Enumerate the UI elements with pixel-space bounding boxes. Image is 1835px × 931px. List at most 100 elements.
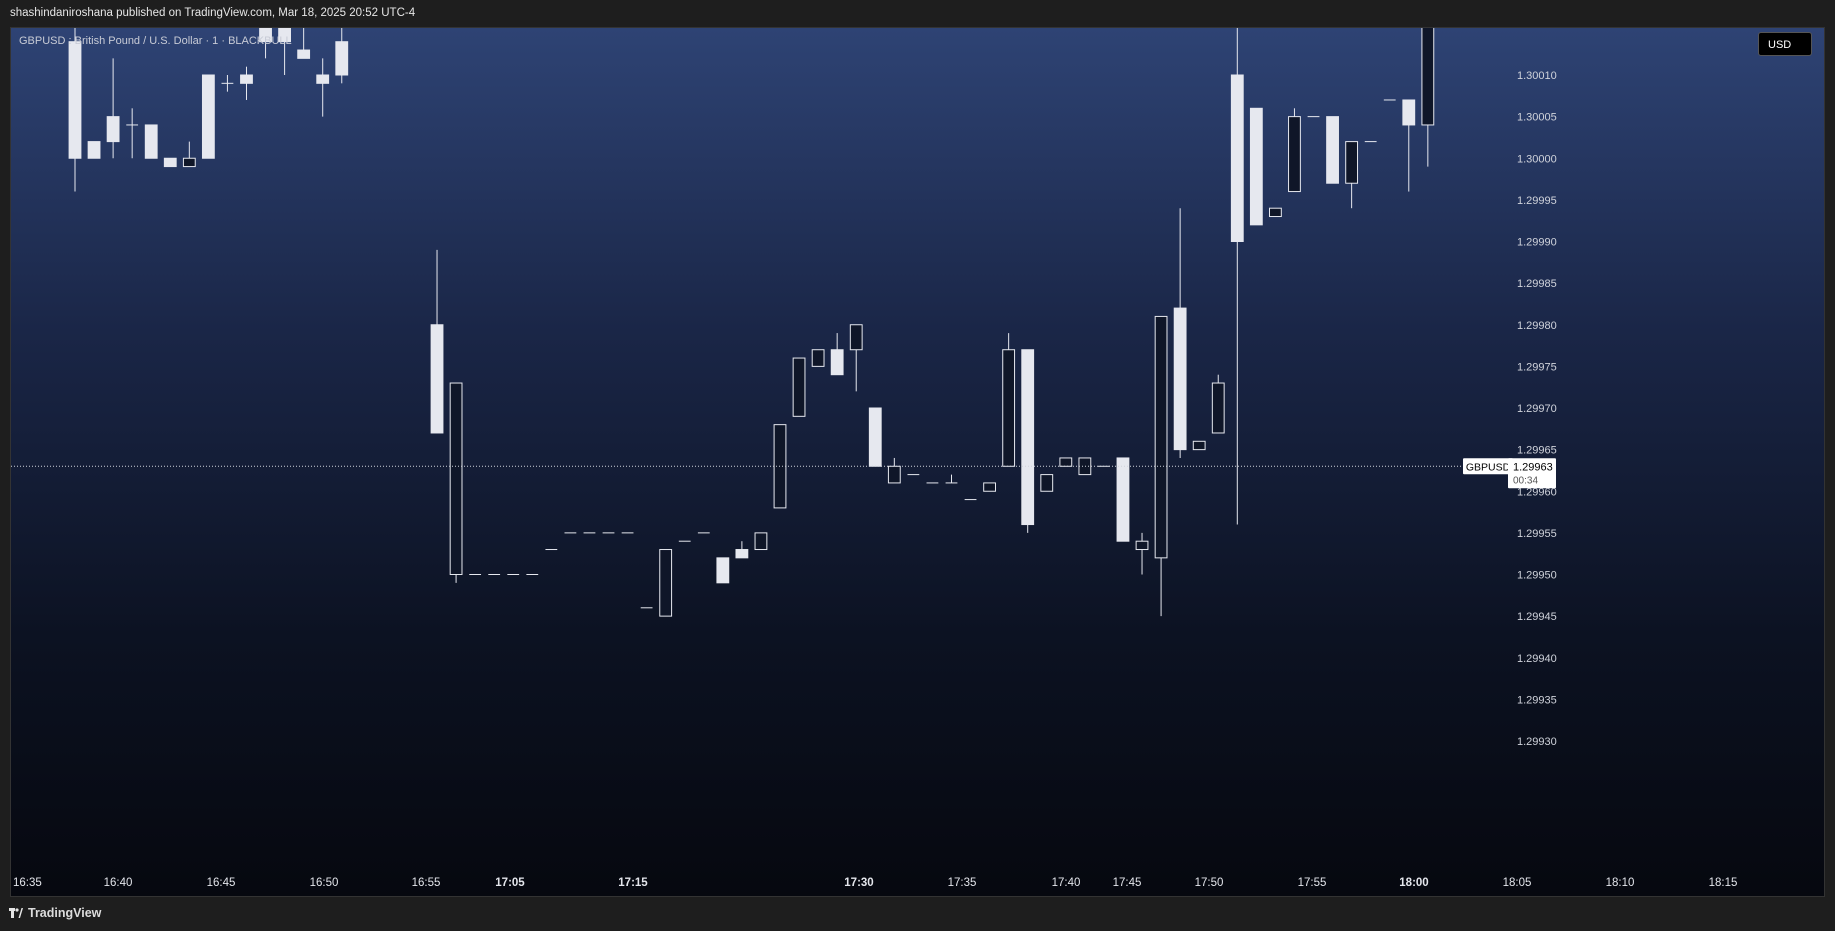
candle xyxy=(182,141,196,168)
candle xyxy=(659,549,673,617)
price-tick-label: 1.29995 xyxy=(1517,195,1557,207)
candle-body-down xyxy=(983,482,997,492)
candle-body-down xyxy=(1078,457,1092,476)
candle xyxy=(1135,532,1149,575)
candle xyxy=(868,407,882,467)
publish-info-bar: shashindaniroshana published on TradingV… xyxy=(0,0,1835,27)
candle-body-down xyxy=(811,349,825,367)
candle-body-up xyxy=(144,124,158,159)
candle-body-down xyxy=(1288,116,1301,193)
candle xyxy=(278,28,292,75)
price-tick-label: 1.29960 xyxy=(1517,486,1557,498)
candle xyxy=(68,28,82,192)
candle-body-down xyxy=(1421,28,1435,126)
candle xyxy=(430,249,444,434)
time-tick-label: 17:55 xyxy=(1298,877,1327,889)
candle xyxy=(887,457,901,484)
candle-body-down xyxy=(792,357,806,417)
symbol-label[interactable]: GBPUSD : British Pound / U.S. Dollar · 1… xyxy=(19,35,292,47)
candle xyxy=(144,124,158,159)
candle xyxy=(1211,374,1225,434)
price-axis: 1.30010 1.30005 1.30000 1.29995 1.29990 1.299… xyxy=(1517,70,1557,748)
candle-body-up xyxy=(868,407,882,467)
candle xyxy=(1059,457,1073,467)
candle xyxy=(1116,457,1130,542)
symbol-badge-text: GBPUSD xyxy=(1466,461,1511,473)
candle-body-up xyxy=(68,41,82,159)
candle xyxy=(259,28,272,59)
price-tick-label: 1.29965 xyxy=(1517,445,1557,457)
candle-body-up xyxy=(259,28,272,43)
candle-body-down xyxy=(1211,382,1225,434)
plot-area xyxy=(11,28,1501,617)
candle xyxy=(735,541,749,559)
candle-body-up xyxy=(201,74,215,159)
candle-body-up xyxy=(163,157,177,168)
candlestick-chart[interactable]: 1.30010 1.30005 1.30000 1.29995 1.29990 1.299… xyxy=(11,28,1825,897)
time-tick-label: 16:35 xyxy=(13,877,42,889)
candle xyxy=(983,482,997,492)
candle-body-down xyxy=(659,549,673,617)
candle-body-up xyxy=(1402,99,1416,126)
candle xyxy=(1288,108,1301,193)
time-tick-label: 16:40 xyxy=(104,877,133,889)
candle xyxy=(1268,207,1282,218)
candle xyxy=(201,74,215,159)
price-tick-label: 1.30005 xyxy=(1517,112,1557,124)
candle-body-down xyxy=(1002,349,1016,467)
candle xyxy=(163,157,177,168)
time-tick-label: 17:40 xyxy=(1052,877,1081,889)
candle-body-up xyxy=(1326,116,1339,184)
candle-body-down xyxy=(849,324,863,351)
time-tick-label: 18:05 xyxy=(1503,877,1532,889)
candle-body-up xyxy=(1173,307,1187,451)
last-price-badge xyxy=(1508,458,1556,489)
price-tick-label: 1.29950 xyxy=(1517,570,1557,582)
candle xyxy=(1040,474,1054,492)
candle xyxy=(106,58,120,159)
time-axis: 16:35 16:40 16:45 16:50 16:55 17:05 17:15 17:30… xyxy=(13,877,1737,889)
candle-countdown: 00:34 xyxy=(1513,475,1538,486)
candle-body-down xyxy=(887,465,901,484)
time-tick-label: 18:00 xyxy=(1399,877,1428,889)
candle-body-up xyxy=(1230,74,1244,242)
candle xyxy=(1421,28,1435,167)
candle-body-down xyxy=(1059,457,1073,467)
chart-area[interactable]: GBPUSD : British Pound / U.S. Dollar · 1… xyxy=(10,27,1825,897)
price-tick-label: 1.30010 xyxy=(1517,70,1557,82)
candle xyxy=(126,108,139,159)
candle xyxy=(1345,141,1359,209)
candle xyxy=(754,532,768,551)
candle xyxy=(1249,107,1263,226)
tradingview-brand[interactable]: TradingView xyxy=(28,906,102,920)
price-tick-label: 1.29970 xyxy=(1517,403,1557,415)
candle-body-up xyxy=(335,41,349,76)
candle-body-down xyxy=(1192,440,1206,451)
candle xyxy=(1021,349,1035,533)
candle-body-down xyxy=(182,157,196,168)
time-tick-label: 17:30 xyxy=(844,877,873,889)
candle-body-down xyxy=(1135,540,1149,551)
candle-body-down xyxy=(754,532,768,551)
currency-button[interactable]: USD xyxy=(1758,32,1812,56)
tradingview-logo-icon[interactable] xyxy=(9,907,23,919)
price-tick-label: 1.29940 xyxy=(1517,653,1557,665)
price-tick-label: 1.29930 xyxy=(1517,736,1557,748)
price-tick-label: 1.29990 xyxy=(1517,237,1557,249)
time-tick-label: 17:35 xyxy=(948,877,977,889)
candle xyxy=(1326,116,1339,184)
candle-body-up xyxy=(830,349,844,376)
price-tick-label: 1.29980 xyxy=(1517,320,1557,332)
price-tick-label: 1.29985 xyxy=(1517,278,1557,290)
price-tick-label: 1.29945 xyxy=(1517,611,1557,623)
time-tick-label: 18:10 xyxy=(1606,877,1635,889)
footer: TradingView xyxy=(0,897,1835,931)
candle-body-up xyxy=(297,49,311,59)
price-tick-label: 1.29935 xyxy=(1517,694,1557,706)
candle xyxy=(297,28,311,59)
candle xyxy=(1002,333,1016,467)
time-tick-label: 18:15 xyxy=(1709,877,1738,889)
time-tick-label: 17:05 xyxy=(495,877,525,889)
candle-body-down xyxy=(1345,141,1359,184)
time-tick-label: 17:15 xyxy=(618,877,648,889)
